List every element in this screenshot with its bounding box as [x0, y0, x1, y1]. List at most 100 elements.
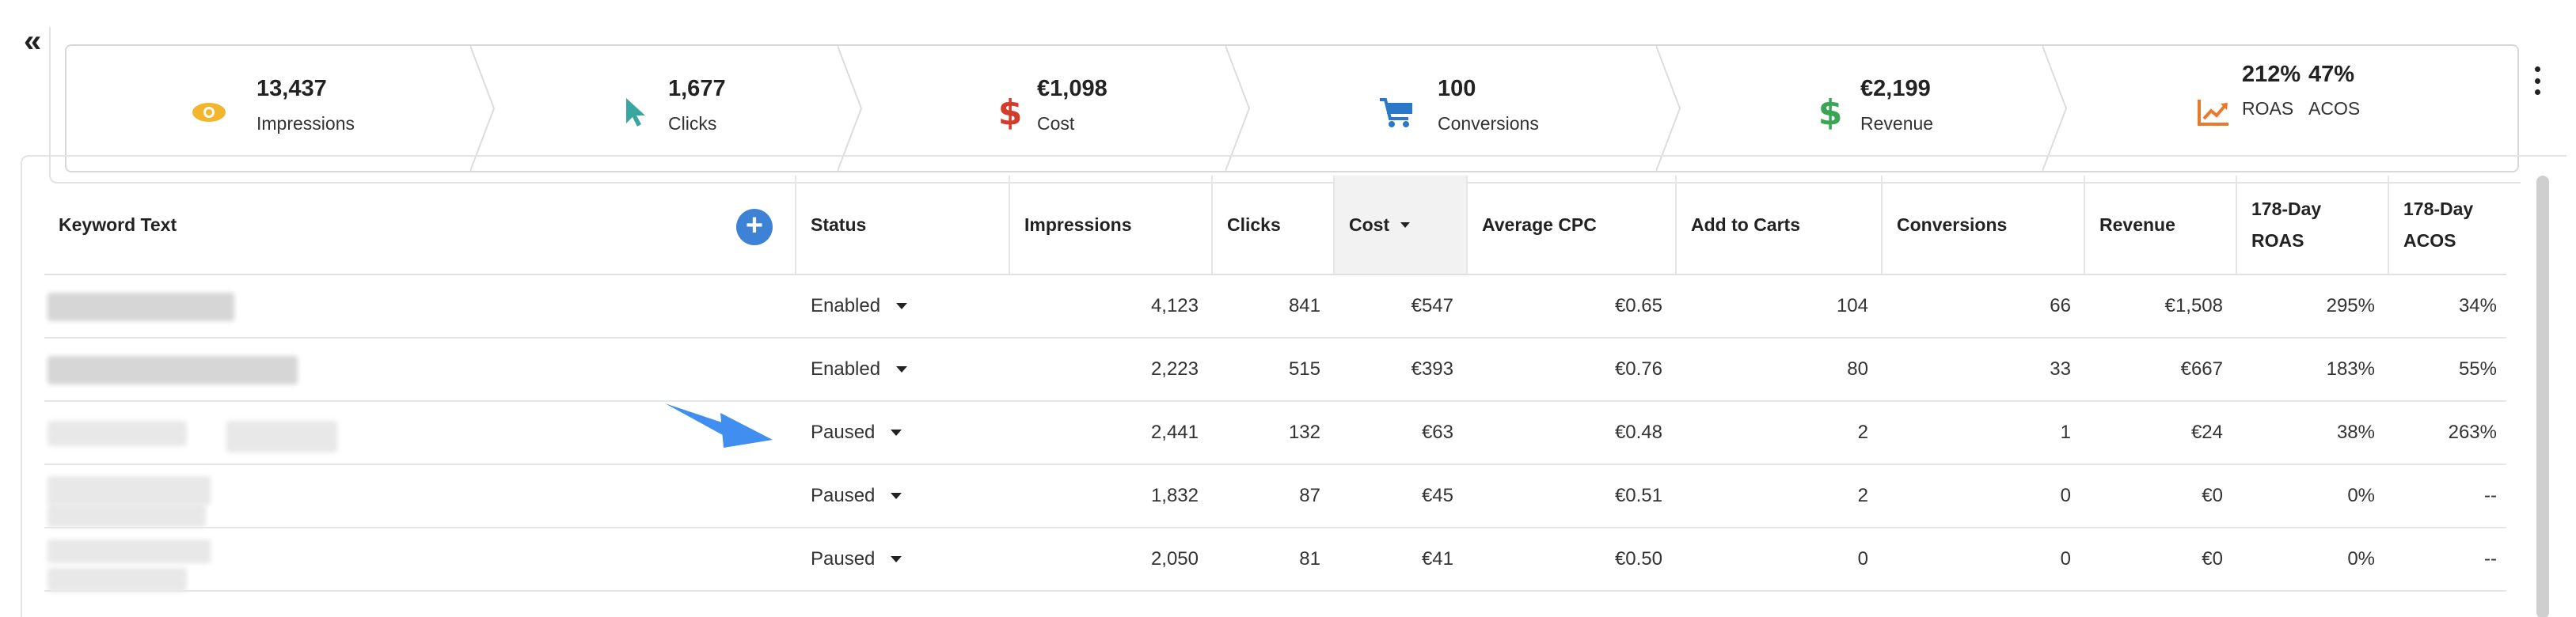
add-keyword-button[interactable]: + — [736, 209, 773, 245]
cost-cell: €45 — [1421, 485, 1453, 506]
acos-cell: 263% — [2448, 422, 2497, 443]
conversions-cell: 1 — [2060, 422, 2071, 443]
separator-chevron — [1656, 46, 1681, 171]
keyword-text-cell-redacted — [44, 339, 385, 400]
cpc-cell: €0.65 — [1614, 295, 1662, 316]
acos-cell: 55% — [2458, 358, 2497, 380]
clicks-value: 1,677 — [668, 76, 726, 101]
dollar-icon: $ — [997, 92, 1023, 133]
add-to-carts-cell: 80 — [1847, 358, 1868, 380]
status-dropdown[interactable]: Paused — [796, 402, 1010, 464]
acos-cell: -- — [2484, 485, 2497, 506]
metrics-panel — [49, 27, 2521, 184]
column-header-impressions[interactable]: Impressions — [1010, 176, 1213, 274]
cost-value: €1,098 — [1037, 76, 1108, 101]
status-dropdown[interactable]: Paused — [796, 465, 1010, 527]
status-value: Enabled — [811, 358, 881, 380]
redacted-block — [47, 503, 206, 527]
header-divider — [44, 274, 2506, 275]
header-label-line: 178-Day — [2403, 199, 2474, 219]
column-header-clicks[interactable]: Clicks — [1213, 176, 1335, 274]
cart-icon — [1374, 90, 1419, 134]
metrics-bar: 13,437 Impressions 1,677 Clicks $ €1,098… — [65, 44, 2519, 172]
column-header-conversions[interactable]: Conversions — [1883, 176, 2085, 274]
column-header-178-day-acos[interactable]: 178-Day ACOS — [2389, 176, 2541, 274]
cpc-cell: €0.76 — [1614, 358, 1662, 380]
metric-impressions[interactable]: 13,437 Impressions — [66, 46, 496, 171]
cpc-cell: €0.51 — [1614, 485, 1662, 506]
redacted-block — [47, 539, 211, 563]
roas-cell: 0% — [2347, 548, 2375, 570]
column-header-add-to-carts[interactable]: Add to Carts — [1677, 176, 1883, 274]
cost-label: Cost — [1037, 113, 1075, 134]
redacted-block — [47, 421, 187, 446]
revenue-cell: €24 — [2190, 422, 2223, 443]
cost-cell: €41 — [1421, 548, 1453, 570]
revenue-cell: €0 — [2202, 485, 2223, 506]
cpc-cell: €0.50 — [1614, 548, 1662, 570]
header-label: Average CPC — [1482, 214, 1597, 235]
redacted-block — [47, 293, 234, 321]
roas-cell: 295% — [2326, 295, 2375, 316]
column-header-178-day-roas[interactable]: 178-Day ROAS — [2237, 176, 2389, 274]
plus-circle-icon: + — [745, 209, 764, 242]
column-header-revenue[interactable]: Revenue — [2085, 176, 2237, 274]
clicks-cell: 132 — [1288, 422, 1320, 443]
blue-arrow-icon — [665, 403, 773, 448]
revenue-cell: €667 — [2180, 358, 2223, 380]
table-row[interactable]: Enabled 4,123 841 €547 €0.65 104 66 €1,508 295% 3… — [44, 275, 2506, 339]
keyword-text-cell-redacted — [44, 528, 385, 592]
table-row[interactable]: Paused 2,441 132 €63 €0.48 2 1 €24 38% 263% — [44, 402, 2506, 465]
table-row[interactable]: Enabled 2,223 515 €393 €0.76 80 33 €667 183% 55% — [44, 339, 2506, 402]
vertical-dots-icon[interactable] — [2533, 66, 2541, 95]
metric-clicks[interactable]: 1,677 Clicks — [494, 46, 863, 171]
column-header-status[interactable]: Status — [796, 176, 1010, 274]
clicks-label: Clicks — [668, 113, 717, 134]
vertical-scrollbar[interactable] — [2536, 176, 2549, 617]
collapse-sidebar-button[interactable]: « — [24, 24, 42, 59]
conversions-cell: 66 — [2050, 295, 2071, 316]
status-value: Paused — [811, 485, 876, 506]
column-header-average-cpc[interactable]: Average CPC — [1468, 176, 1677, 274]
keyword-text-cell-redacted — [44, 402, 385, 464]
header-label: Conversions — [1897, 214, 2008, 235]
revenue-value: €2,199 — [1860, 76, 1931, 101]
impressions-cell: 1,832 — [1150, 485, 1199, 506]
status-dropdown[interactable]: Paused — [796, 528, 1010, 590]
impressions-cell: 2,050 — [1150, 548, 1199, 570]
revenue-cell: €0 — [2202, 548, 2223, 570]
redacted-block — [47, 356, 298, 384]
caret-down-icon — [891, 556, 902, 562]
table-row[interactable]: Paused 2,050 81 €41 €0.50 0 0 €0 0% -- — [44, 528, 2506, 592]
roas-cell: 183% — [2326, 358, 2375, 380]
separator-chevron — [1225, 46, 1251, 171]
conversions-value: 100 — [1438, 76, 1476, 101]
cpc-cell: €0.48 — [1614, 422, 1662, 443]
caret-down-icon — [891, 430, 902, 436]
acos-cell: 34% — [2458, 295, 2497, 316]
redacted-block — [47, 568, 187, 592]
caret-down-icon — [891, 493, 902, 499]
status-dropdown[interactable]: Enabled — [796, 275, 1010, 337]
caret-down-icon — [1400, 221, 1411, 228]
dollar-icon: $ — [1818, 92, 1843, 133]
clicks-cell: 515 — [1288, 358, 1320, 380]
metric-cost[interactable]: $ €1,098 Cost — [861, 46, 1251, 171]
keywords-table-panel — [21, 155, 2567, 617]
clicks-cell: 81 — [1299, 548, 1320, 570]
acos-label: ACOS — [2308, 98, 2361, 119]
metric-conversions[interactable]: 100 Conversions — [1249, 46, 1681, 171]
separator-chevron — [2042, 46, 2068, 171]
caret-down-icon — [896, 303, 908, 309]
cursor-icon — [613, 90, 657, 134]
cost-cell: €63 — [1421, 422, 1453, 443]
table-row[interactable]: Paused 1,832 87 €45 €0.51 2 0 €0 0% -- — [44, 465, 2506, 528]
cost-cell: €393 — [1411, 358, 1453, 380]
metric-roas-acos[interactable]: 212% ROAS 47% ACOS — [2066, 46, 2517, 171]
status-dropdown[interactable]: Enabled — [796, 339, 1010, 400]
column-header-cost[interactable]: Cost — [1335, 176, 1468, 274]
column-header-keyword-text[interactable]: Keyword Text — [44, 176, 796, 274]
clicks-cell: 87 — [1299, 485, 1320, 506]
metric-revenue[interactable]: $ €2,199 Revenue — [1680, 46, 2068, 171]
add-to-carts-cell: 2 — [1857, 422, 1868, 443]
